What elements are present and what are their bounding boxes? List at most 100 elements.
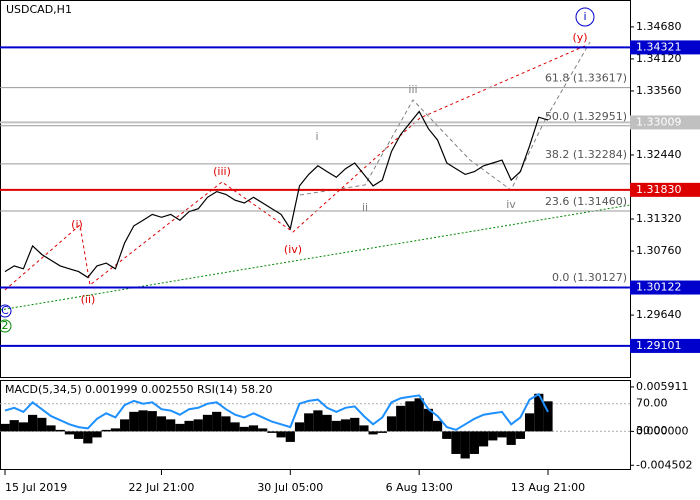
macd-bar xyxy=(377,431,387,433)
macd-bar xyxy=(497,431,507,438)
level-label: 1.31830 xyxy=(636,183,682,196)
macd-bar xyxy=(147,411,157,432)
rsi-line xyxy=(4,392,549,431)
y2-tick-label: 70.00 xyxy=(636,397,668,410)
macd-bar xyxy=(386,416,397,432)
macd-bar xyxy=(37,417,47,432)
macd-bar xyxy=(543,401,553,432)
level-label: 1.30122 xyxy=(636,281,682,294)
macd-bar xyxy=(414,398,424,432)
fib-label: 50.0 (1.32951) xyxy=(545,110,627,123)
macd-bar xyxy=(331,420,341,432)
macd-bar xyxy=(350,417,360,432)
x-tick-label: 13 Aug 21:00 xyxy=(511,481,585,494)
macd-bar xyxy=(239,426,249,432)
y-tick-label: 1.34680 xyxy=(636,20,682,33)
wave-label: iv xyxy=(506,198,516,211)
y2-tick-label: 30.00 xyxy=(636,424,668,437)
level-label: 1.34321 xyxy=(636,40,682,53)
fib-label: 38.2 (1.32284) xyxy=(545,148,627,161)
macd-bar xyxy=(506,431,516,445)
wave-label: (iv) xyxy=(284,243,302,256)
wave-label: (ii) xyxy=(81,293,96,306)
y-tick-label: 0.005911 xyxy=(636,380,689,393)
macd-bar xyxy=(221,416,231,432)
macd-bar xyxy=(46,425,56,432)
wave-label: (y) xyxy=(572,31,587,44)
level-label: 1.29101 xyxy=(636,339,682,352)
macd-bar xyxy=(64,431,75,435)
macd-bar xyxy=(184,420,194,432)
wave-label: i xyxy=(583,10,586,23)
y-tick-label: 1.30760 xyxy=(636,244,682,257)
wave-label: i xyxy=(315,130,318,143)
macd-bar xyxy=(175,423,185,432)
macd-bar xyxy=(258,428,268,432)
y-tick-label: 1.31320 xyxy=(636,212,682,225)
wave-label: (i) xyxy=(71,218,83,231)
macd-bar xyxy=(101,429,111,432)
fib-label: 0.0 (1.30127) xyxy=(552,271,627,284)
x-tick-label: 6 Aug 13:00 xyxy=(386,481,453,494)
macd-bar xyxy=(202,414,213,432)
macd-bar xyxy=(248,425,259,432)
macd-bar xyxy=(267,431,277,433)
wave-label: (iii) xyxy=(213,165,231,178)
macd-bar xyxy=(313,410,323,432)
price-line xyxy=(4,110,549,279)
macd-bar xyxy=(340,419,351,432)
wave-label: 2 xyxy=(2,319,9,332)
macd-bar xyxy=(230,422,240,432)
macd-bar xyxy=(0,423,10,432)
wave-circle xyxy=(0,304,12,318)
y-tick-label: 1.34120 xyxy=(636,52,682,65)
macd-bar xyxy=(359,425,369,432)
macd-bar xyxy=(110,428,121,432)
macd-bar xyxy=(524,413,535,432)
level-box xyxy=(630,280,700,295)
macd-bar xyxy=(488,431,498,441)
fib-label: 23.6 (1.31460) xyxy=(545,195,627,208)
trend-line xyxy=(0,204,631,311)
macd-bar xyxy=(405,401,415,432)
wave-label: C xyxy=(1,304,9,317)
wave-line xyxy=(299,41,591,196)
macd-bar xyxy=(193,419,203,432)
macd-bar xyxy=(83,431,93,444)
macd-bar xyxy=(92,431,102,438)
macd-bar xyxy=(442,431,452,439)
level-box xyxy=(630,182,700,197)
macd-bar xyxy=(469,431,479,454)
macd-bar xyxy=(9,420,19,432)
macd-bar xyxy=(156,416,167,432)
macd-bar xyxy=(515,431,525,439)
level-box xyxy=(630,115,700,130)
macd-bar xyxy=(28,414,38,432)
macd-bar xyxy=(322,414,332,432)
wave-label: ii xyxy=(362,201,368,214)
macd-bar xyxy=(74,431,84,439)
y-tick-label: 1.32440 xyxy=(636,148,682,161)
macd-bar xyxy=(460,431,470,459)
macd-bar xyxy=(432,420,443,432)
macd-bar xyxy=(276,431,286,438)
fib-label: 61.8 (1.33617) xyxy=(545,72,627,85)
indicator-title: MACD(5,34,5) 0.001999 0.002550 RSI(14) 5… xyxy=(5,383,272,396)
macd-bar xyxy=(534,393,544,432)
macd-bar xyxy=(212,411,222,432)
y-tick-label: 0.000000 xyxy=(636,424,689,437)
wave-circle xyxy=(0,319,12,333)
macd-bar xyxy=(120,419,130,432)
macd-bar xyxy=(368,431,378,435)
macd-bar xyxy=(55,429,65,432)
level-label: 1.33009 xyxy=(636,115,682,128)
macd-bar xyxy=(396,405,406,432)
wave-label: iii xyxy=(408,83,417,96)
chart-title: USDCAD,H1 xyxy=(6,3,72,16)
wave-circle xyxy=(575,7,595,27)
macd-bar xyxy=(478,431,489,447)
macd-bar xyxy=(423,408,433,432)
y-tick-label: -0.004502 xyxy=(636,458,692,471)
level-box xyxy=(630,40,700,55)
